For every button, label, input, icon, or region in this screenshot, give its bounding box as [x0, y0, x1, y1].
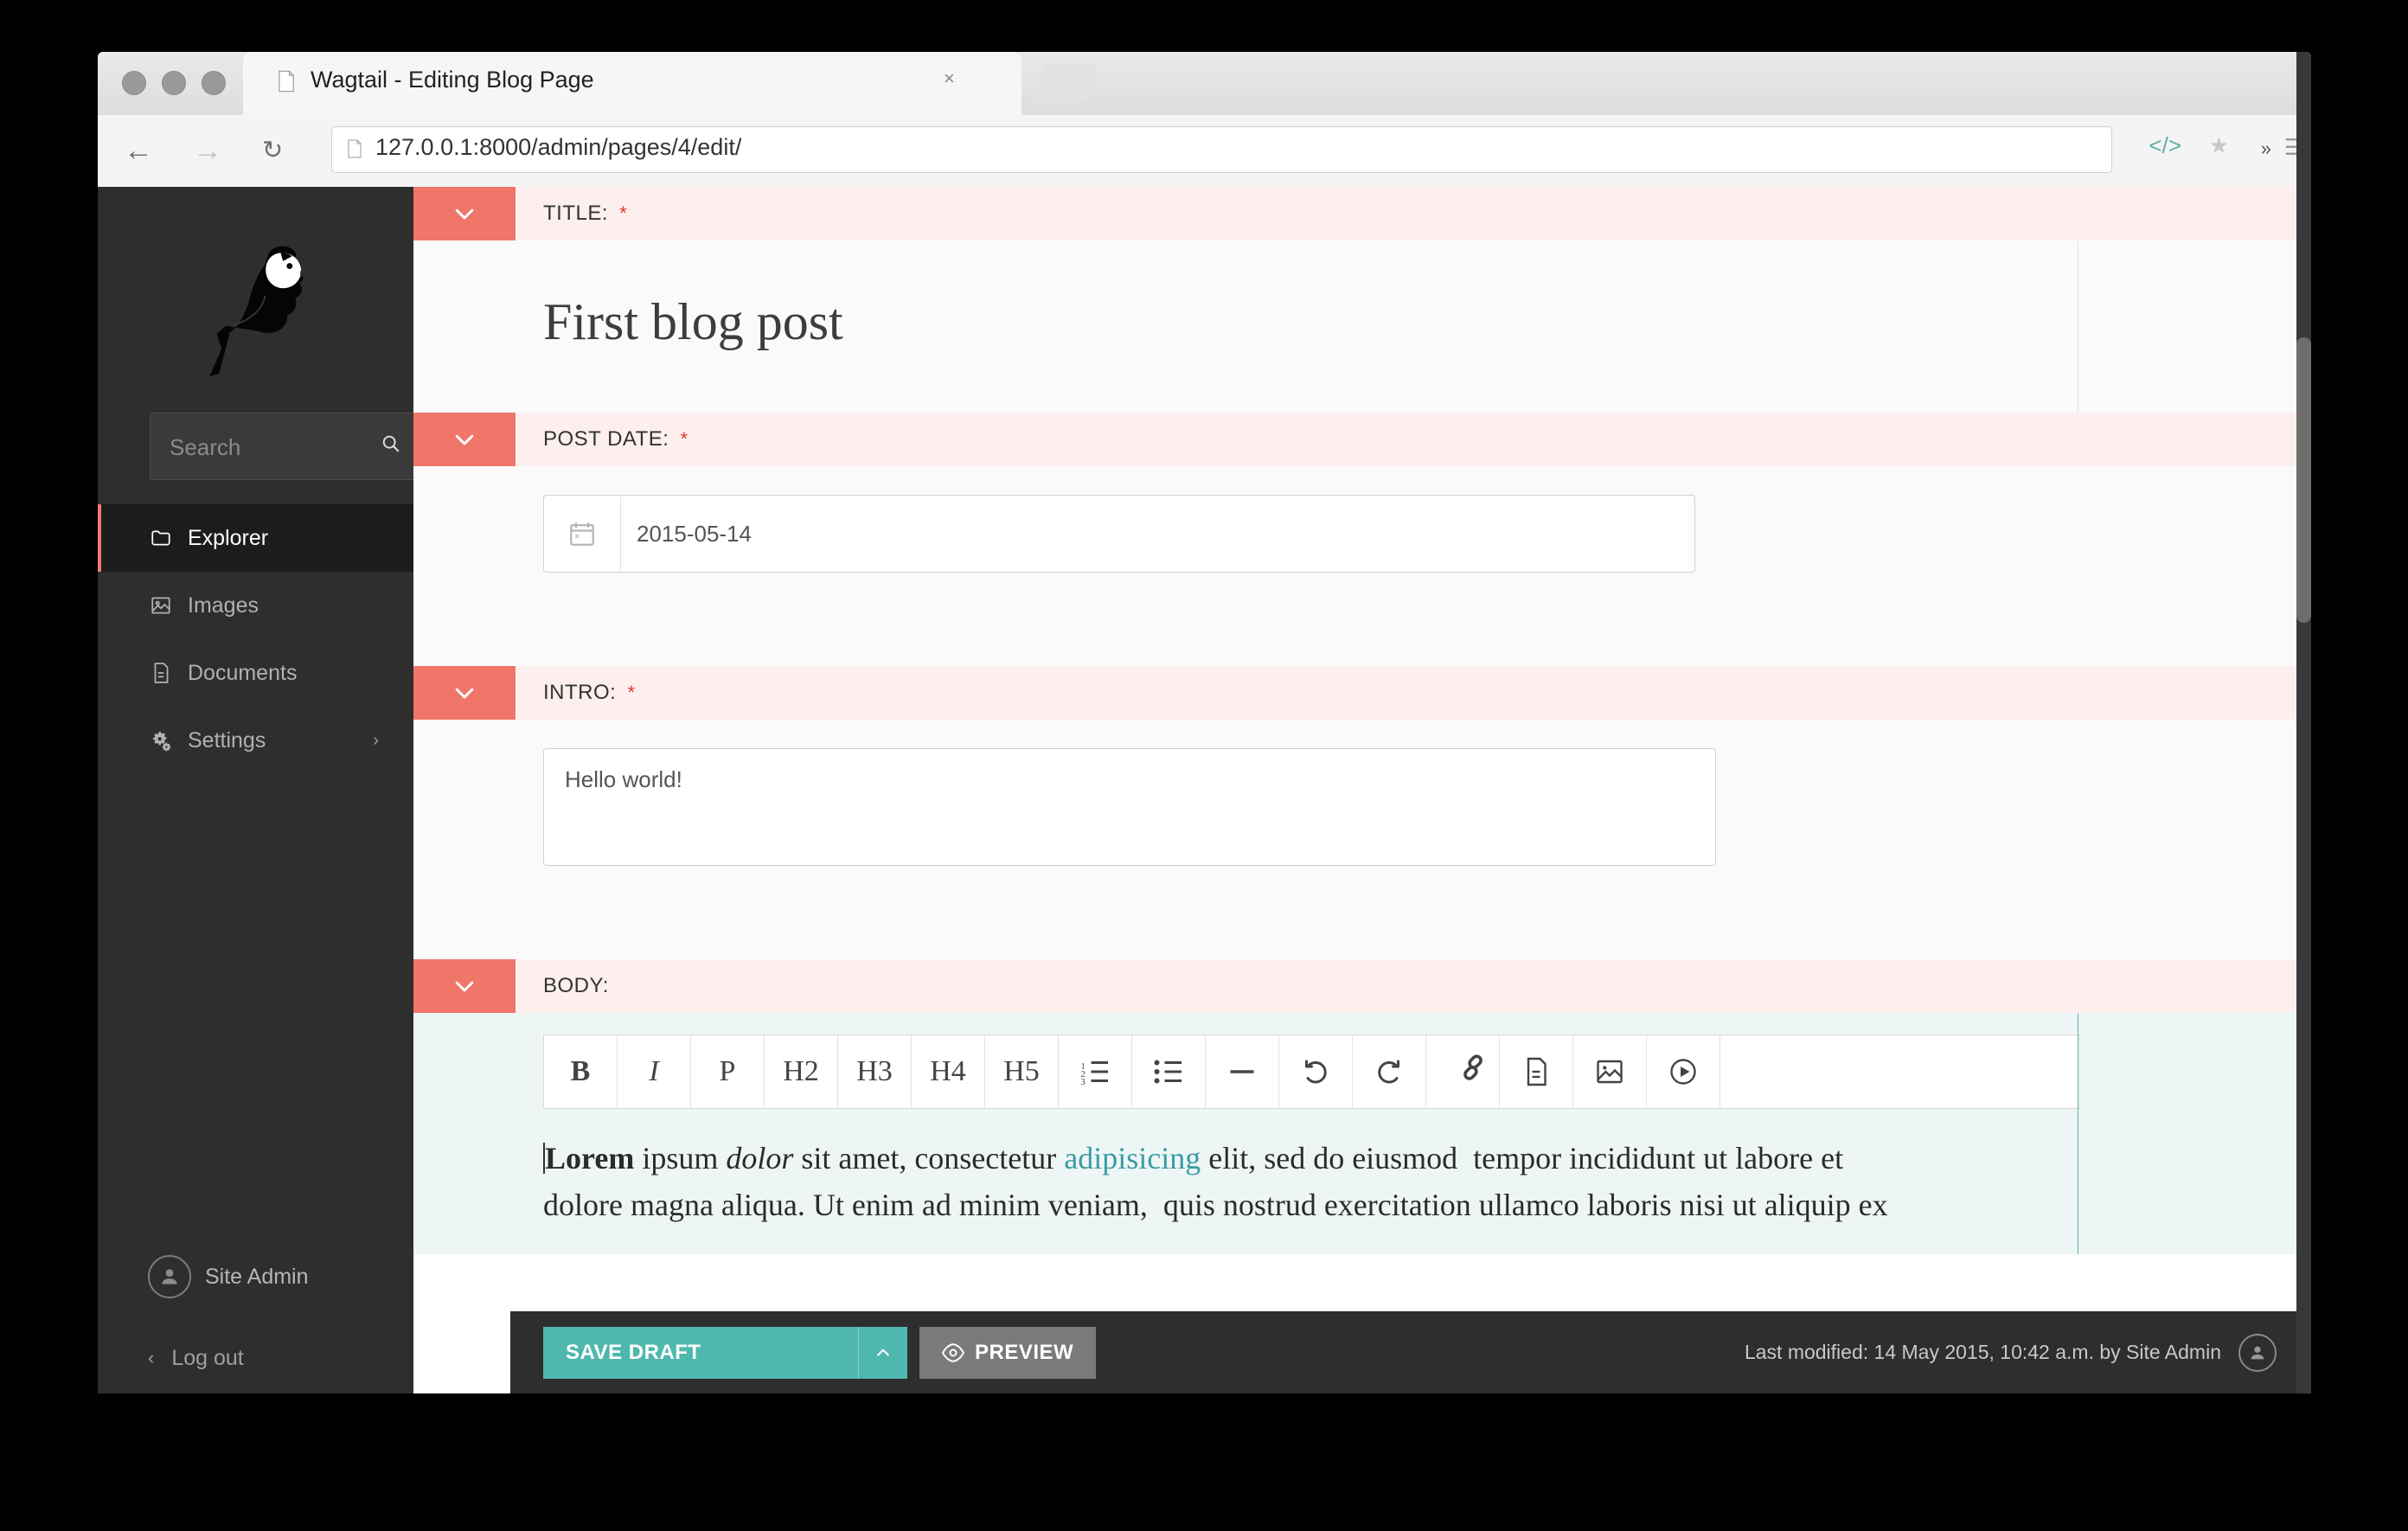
svg-text:3: 3	[1081, 1078, 1086, 1087]
